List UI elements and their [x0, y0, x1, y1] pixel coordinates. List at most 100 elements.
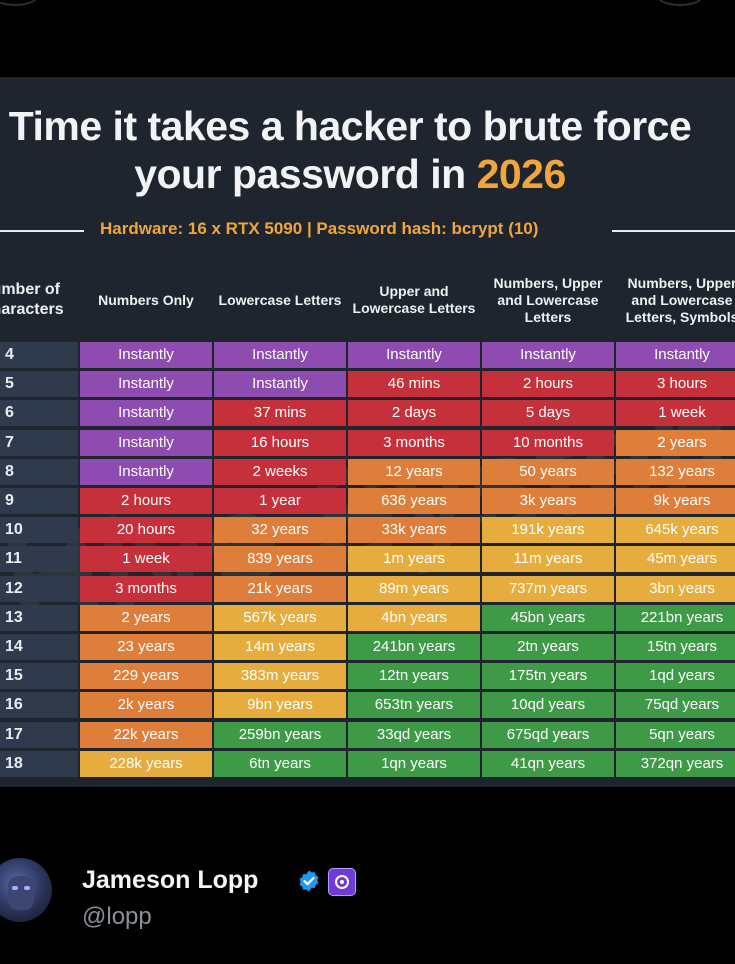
table-cell: 14m years — [214, 634, 346, 660]
table-cell: 5 days — [482, 400, 614, 427]
table-cell: 2 years — [80, 604, 212, 631]
table-cell: 50 years — [482, 458, 614, 485]
table-cell: 9bn years — [214, 692, 346, 719]
row-character-count: 5 — [0, 371, 78, 398]
table-cell: 32 years — [214, 517, 346, 544]
table-cell: Instantly — [80, 371, 212, 398]
author-name[interactable]: Jameson Lopp — [82, 866, 259, 894]
infographic-title: Time it takes a hacker to brute force yo… — [0, 102, 700, 198]
title-year: 2026 — [476, 151, 567, 197]
table-cell: 653tn years — [348, 692, 480, 719]
col-header-lowercase: Lowercase Letters — [218, 291, 342, 308]
col-header-num-upper-lower-symbols: Numbers, Upper and Lowercase Letters, Sy… — [625, 274, 735, 325]
row-character-count: 17 — [0, 721, 78, 748]
table-cell: 10 months — [482, 429, 614, 456]
org-affiliation-icon — [328, 868, 356, 896]
table-cell: 12 years — [348, 458, 480, 485]
table-cell: 372qn years — [616, 750, 735, 777]
col-header-upper-lower: Upper and Lowercase Letters — [352, 283, 476, 316]
table-cell: 567k years — [214, 604, 346, 631]
infographic-image: Time it takes a hacker to brute force yo… — [0, 77, 735, 787]
table-cell: Instantly — [80, 458, 212, 485]
row-character-count: 10 — [0, 517, 78, 544]
table-cell: 1qd years — [616, 663, 735, 690]
table-cell: 2 hours — [482, 371, 614, 398]
table-cell: 1 week — [80, 546, 212, 573]
table-cell: 645k years — [616, 517, 735, 544]
table-cell: 175tn years — [482, 663, 614, 690]
table-cell: 23 years — [80, 634, 212, 660]
avatar[interactable] — [0, 858, 52, 922]
table-cell: 45bn years — [482, 604, 614, 631]
table-cell: Instantly — [214, 371, 346, 398]
table-cell: 675qd years — [482, 721, 614, 748]
row-character-count: 11 — [0, 546, 78, 573]
table-cell: Instantly — [482, 342, 614, 368]
avatar-eye — [12, 886, 18, 890]
table-cell: 3bn years — [616, 575, 735, 602]
row-character-count: 8 — [0, 458, 78, 485]
row-character-count: 9 — [0, 488, 78, 514]
row-character-count: 16 — [0, 692, 78, 719]
table-cell: 229 years — [80, 663, 212, 690]
title-text: Time it takes a hacker to brute force yo… — [8, 103, 692, 197]
table-cell: 2 weeks — [214, 458, 346, 485]
table-cell: 6tn years — [214, 750, 346, 777]
col-header-characters: Number of Characters — [0, 281, 64, 318]
table-cell: 45m years — [616, 546, 735, 573]
table-cell: Instantly — [80, 400, 212, 427]
table-cell: 1 week — [616, 400, 735, 427]
table-cell: 16 hours — [214, 429, 346, 456]
table-cell: 221bn years — [616, 604, 735, 631]
table-cell: 3k years — [482, 488, 614, 514]
subtitle-divider-left — [0, 230, 84, 232]
avatar-edge-decoration — [655, 0, 705, 6]
table-cell: 75qd years — [616, 692, 735, 719]
table-cell: 3 months — [348, 429, 480, 456]
table-cell: 2 days — [348, 400, 480, 427]
table-cell: 10qd years — [482, 692, 614, 719]
table-cell: 3 hours — [616, 371, 735, 398]
table-cell: 12tn years — [348, 663, 480, 690]
row-character-count: 15 — [0, 663, 78, 690]
table-cell: Instantly — [616, 342, 735, 368]
table-cell: 383m years — [214, 663, 346, 690]
table-cell: 2 years — [616, 429, 735, 456]
subtitle-divider-right — [612, 230, 735, 232]
row-character-count: 14 — [0, 634, 78, 660]
table-cell: 46 mins — [348, 371, 480, 398]
table-cell: 41qn years — [482, 750, 614, 777]
table-cell: 11m years — [482, 546, 614, 573]
avatar-edge-decoration — [0, 0, 40, 6]
table-cell: Instantly — [348, 342, 480, 368]
table-cell: 259bn years — [214, 721, 346, 748]
table-cell: 21k years — [214, 575, 346, 602]
row-character-count: 13 — [0, 604, 78, 631]
table-cell: 3 months — [80, 575, 212, 602]
col-header-numbers-only: Numbers Only — [98, 291, 194, 308]
row-character-count: 4 — [0, 342, 78, 368]
table-cell: 20 hours — [80, 517, 212, 544]
table-cell: 1qn years — [348, 750, 480, 777]
table-cell: 2 hours — [80, 488, 212, 514]
row-character-count: 12 — [0, 575, 78, 602]
table-cell: 191k years — [482, 517, 614, 544]
table-cell: 33qd years — [348, 721, 480, 748]
table-cell: 1m years — [348, 546, 480, 573]
author-handle[interactable]: @lopp — [82, 903, 152, 930]
table-cell: 2tn years — [482, 634, 614, 660]
avatar-figure — [8, 876, 34, 910]
table-cell: 132 years — [616, 458, 735, 485]
table-cell: 2k years — [80, 692, 212, 719]
table-cell: 4bn years — [348, 604, 480, 631]
table-cell: 839 years — [214, 546, 346, 573]
table-cell: 1 year — [214, 488, 346, 514]
table-cell: Instantly — [214, 342, 346, 368]
verified-badge-icon — [299, 870, 319, 892]
table-cell: 9k years — [616, 488, 735, 514]
subtitle-row: Hardware: 16 x RTX 5090 | Password hash:… — [0, 217, 735, 243]
subtitle: Hardware: 16 x RTX 5090 | Password hash:… — [100, 219, 539, 238]
table-cell: 228k years — [80, 750, 212, 777]
avatar-eye — [24, 886, 30, 890]
row-character-count: 18 — [0, 750, 78, 777]
